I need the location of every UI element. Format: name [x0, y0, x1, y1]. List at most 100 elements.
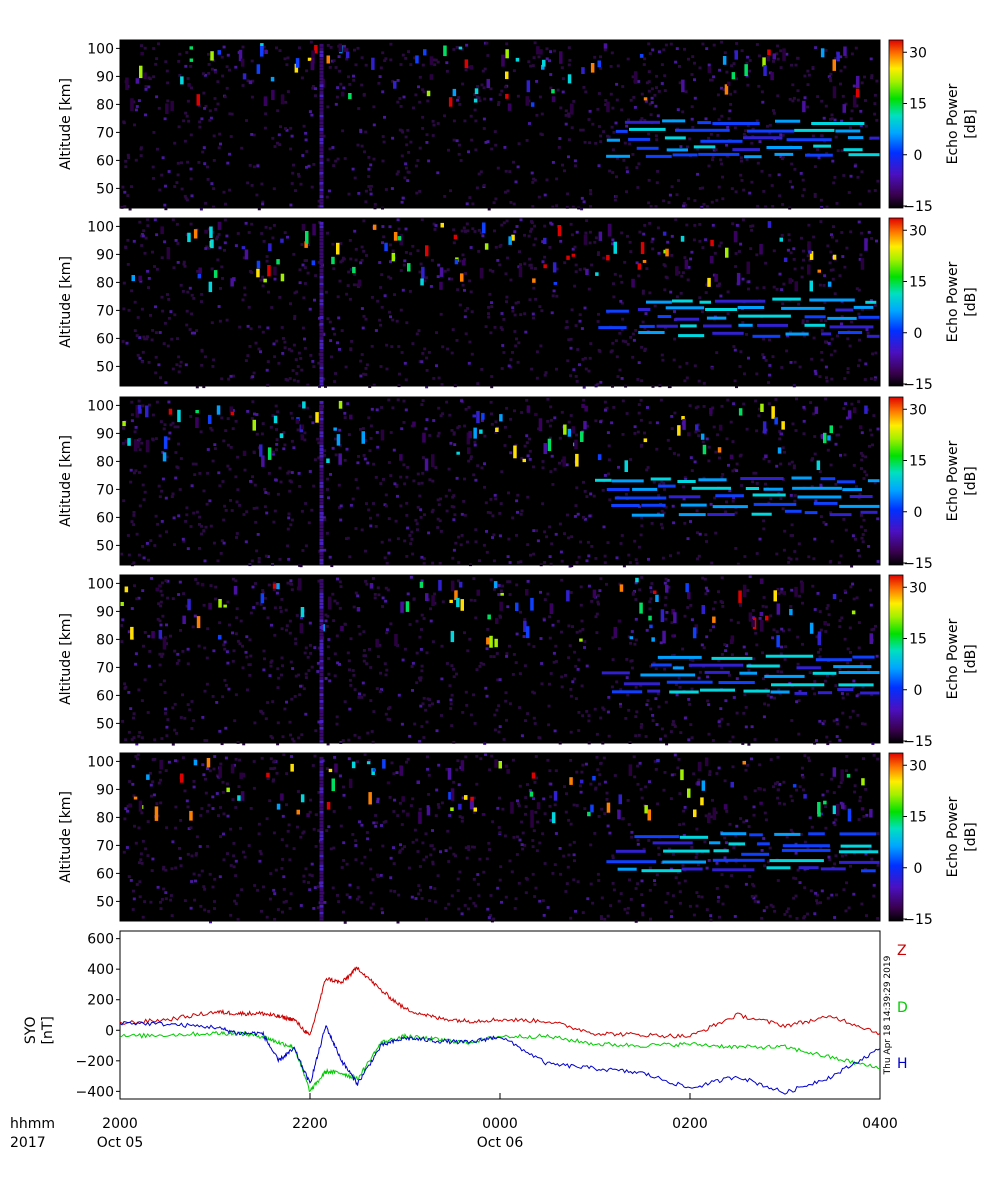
y-axis-label: Altitude [km]	[58, 256, 74, 348]
echo-panel-2: 100 90 80 70 60 50 Altitude [km] 30 15 0 −15 Echo P…	[58, 217, 979, 393]
y-tick-label: 60	[96, 510, 114, 526]
colorbar-label: Echo Power	[945, 83, 961, 164]
colorbar	[888, 396, 904, 566]
colorbar	[888, 217, 904, 387]
echo-panel-4: 100 90 80 70 60 50 Altitude [km] 30 15 0 −15 Echo P…	[58, 574, 979, 750]
mag-ylabel-station: SYO	[23, 1016, 39, 1044]
colorbar	[888, 574, 904, 744]
y-tick-label: 80	[96, 810, 114, 826]
colorbar-label-unit: [dB]	[963, 287, 979, 316]
colorbar	[888, 39, 904, 209]
colorbar-label-unit: [dB]	[963, 109, 979, 138]
colorbar-tick-label: 30	[909, 223, 927, 239]
y-tick-label: 60	[96, 688, 114, 704]
y-axis-label: Altitude [km]	[58, 613, 74, 705]
colorbar-tick-label: 30	[909, 758, 927, 774]
time-axis: hhmm 2017 2000 Oct 05 2200 0000 Oct 06 0200 0400	[10, 1093, 898, 1151]
heatmap-background	[120, 575, 880, 743]
colorbar-tick-label: −15	[903, 556, 933, 572]
y-tick-label: 90	[96, 426, 114, 442]
y-tick-label: 50	[96, 181, 114, 197]
component-label-D: D	[897, 1000, 908, 1016]
y-tick-label: 90	[96, 604, 114, 620]
y-tick-label: 70	[96, 482, 114, 498]
panel-frame	[119, 39, 881, 209]
heatmap-cells	[122, 753, 880, 924]
colorbar-label: Echo Power	[945, 440, 961, 521]
y-tick-label: 70	[96, 303, 114, 319]
heatmap-background	[120, 753, 880, 921]
component-label-Z: Z	[897, 943, 907, 959]
x-tick-label-time: 2200	[292, 1116, 328, 1132]
series-Z-line	[119, 966, 881, 1039]
mag-y-tick-label: −200	[76, 1054, 114, 1070]
y-tick-label: 60	[96, 153, 114, 169]
colorbar-label: Echo Power	[945, 618, 961, 699]
echo-panel-5: 100 90 80 70 60 50 Altitude [km] 30 15 0 −15 Echo P…	[58, 752, 979, 928]
colorbar-tick-label: −15	[903, 734, 933, 750]
colorbar-label-unit: [dB]	[963, 822, 979, 851]
colorbar-tick-label: 15	[909, 97, 927, 113]
colorbar-label-unit: [dB]	[963, 466, 979, 495]
heatmap-cells	[121, 218, 880, 389]
y-axis-label: Altitude [km]	[58, 791, 74, 883]
colorbar-tick-label: 15	[909, 632, 927, 648]
component-label-H: H	[897, 1056, 908, 1072]
panel-frame	[119, 396, 881, 566]
colorbar-tick-label: 0	[914, 505, 923, 521]
y-axis-label: Altitude [km]	[58, 435, 74, 527]
y-tick-label: 100	[87, 754, 114, 770]
x-tick-label-time: 0000	[482, 1116, 518, 1132]
y-tick-label: 50	[96, 538, 114, 554]
y-axis-label: Altitude [km]	[58, 78, 74, 170]
y-tick-label: 100	[87, 41, 114, 57]
y-tick-label: 70	[96, 125, 114, 141]
y-tick-label: 90	[96, 247, 114, 263]
y-tick-label: 90	[96, 782, 114, 798]
x-row1-label: hhmm	[10, 1116, 55, 1132]
colorbar-tick-label: 0	[914, 683, 923, 699]
x-tick-label-date: Oct 05	[97, 1135, 143, 1151]
y-tick-label: 80	[96, 454, 114, 470]
colorbar-tick-label: 30	[909, 402, 927, 418]
colorbar-tick-label: −15	[903, 377, 933, 393]
x-row2-label: 2017	[10, 1135, 46, 1151]
x-tick-label-date: Oct 06	[477, 1135, 524, 1151]
heatmap-cells	[120, 397, 880, 568]
mag-y-tick-label: 400	[87, 962, 114, 978]
x-tick-label-time: 0400	[862, 1116, 898, 1132]
mag-y-tick-label: 200	[87, 993, 114, 1009]
colorbar-tick-label: 30	[909, 45, 927, 61]
echo-panel-1: 100 90 80 70 60 50 Altitude [km] 30 15 0 −15 Echo P…	[58, 39, 979, 215]
y-tick-label: 90	[96, 69, 114, 85]
y-tick-label: 80	[96, 97, 114, 113]
y-tick-label: 60	[96, 331, 114, 347]
series-D-line	[119, 1030, 881, 1093]
heatmap-cells	[120, 40, 880, 211]
colorbar-tick-label: 0	[914, 861, 923, 877]
y-tick-label: 70	[96, 838, 114, 854]
heatmap-cells	[120, 575, 880, 746]
colorbar-tick-label: 30	[909, 580, 927, 596]
mag-y-tick-label: −400	[76, 1084, 114, 1100]
timestamp: Thu Apr 18 14:39:29 2019	[883, 955, 893, 1075]
colorbar-tick-label: −15	[903, 199, 933, 215]
colorbar-tick-label: 15	[909, 275, 927, 291]
colorbar-label: Echo Power	[945, 796, 961, 877]
y-tick-label: 100	[87, 219, 114, 235]
colorbar-tick-label: 0	[914, 326, 923, 342]
y-tick-label: 100	[87, 398, 114, 414]
y-tick-label: 50	[96, 894, 114, 910]
y-tick-label: 70	[96, 660, 114, 676]
x-tick-label-time: 2000	[102, 1116, 138, 1132]
colorbar-tick-label: 15	[909, 454, 927, 470]
colorbar-label-unit: [dB]	[963, 644, 979, 673]
mag-ylabel-unit: [nT]	[40, 1016, 56, 1044]
colorbar-tick-label: −15	[903, 912, 933, 928]
y-tick-label: 50	[96, 716, 114, 732]
colorbar-label: Echo Power	[945, 261, 961, 342]
series-H-line	[119, 1021, 881, 1095]
colorbar	[888, 752, 904, 922]
mag-y-tick-label: 600	[87, 932, 114, 948]
